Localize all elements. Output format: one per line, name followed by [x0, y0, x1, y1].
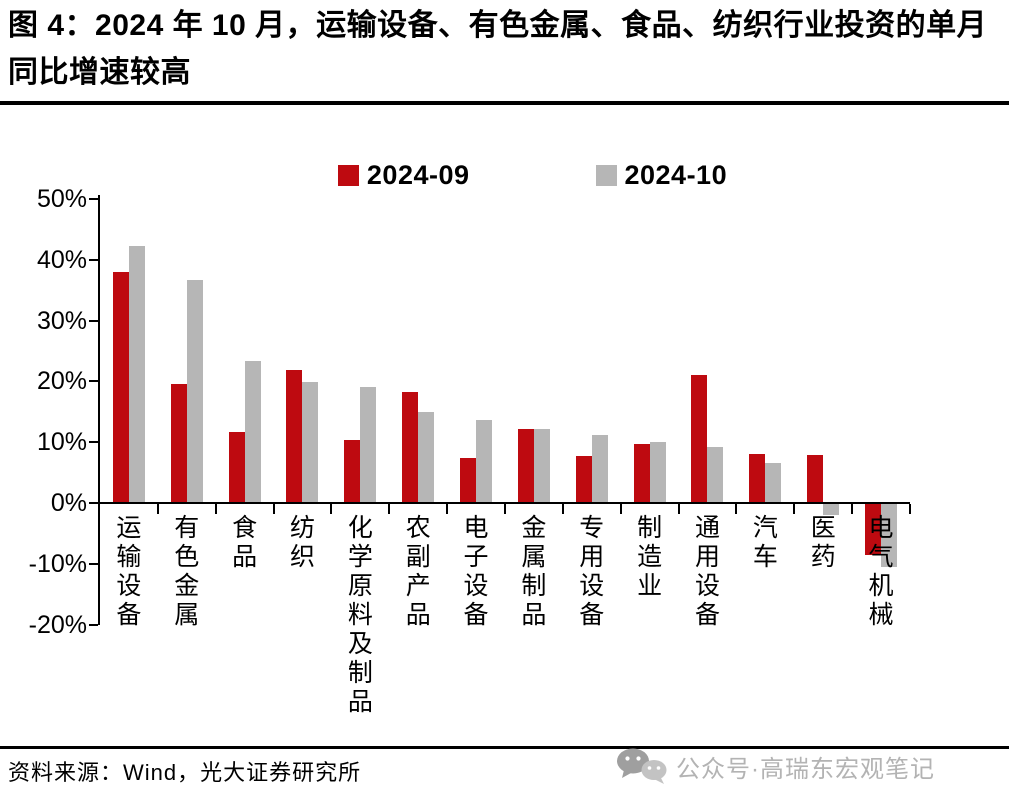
title-divider — [0, 101, 1009, 105]
y-axis-tick — [89, 319, 98, 322]
bar-2024-09-金属制品 — [517, 429, 534, 503]
x-axis-tick — [272, 504, 275, 514]
footer-divider — [0, 746, 1009, 749]
y-axis-tick-label: 40% — [36, 245, 87, 274]
x-axis-tick — [793, 504, 796, 514]
bar-2024-10-汽车 — [765, 463, 782, 503]
bar-2024-09-电气机械 — [865, 504, 882, 555]
y-axis-tick-label: -10% — [28, 549, 87, 578]
bar-2024-09-通用设备 — [691, 375, 708, 503]
y-axis-tick-label: 20% — [36, 367, 87, 396]
bar-2024-10-制造业 — [649, 442, 666, 503]
x-axis-category-label: 汽 车 — [752, 514, 778, 571]
legend-label-2024-10: 2024-10 — [624, 160, 728, 190]
bar-2024-09-制造业 — [633, 444, 650, 503]
bar-2024-09-农副产品 — [402, 392, 419, 503]
x-axis-tick — [677, 504, 680, 514]
x-axis-category-label: 化 学 原 料 及 制 品 — [347, 514, 373, 716]
x-axis-tick — [619, 504, 622, 514]
bar-2024-10-电子设备 — [476, 420, 493, 503]
bar-2024-09-专用设备 — [575, 456, 592, 503]
x-axis-tick — [908, 504, 911, 514]
x-axis-tick — [214, 504, 217, 514]
watermark-text: 公众号·高瑞东宏观笔记 — [676, 755, 935, 783]
y-axis-line — [98, 195, 100, 625]
x-axis-tick — [561, 504, 564, 514]
y-axis-tick — [89, 502, 98, 504]
bar-2024-10-通用设备 — [707, 447, 724, 503]
x-axis-category-label: 专 用 设 备 — [579, 514, 605, 629]
watermark: 公众号·高瑞东宏观笔记 — [616, 747, 935, 785]
bar-2024-09-纺织 — [286, 370, 303, 503]
y-axis-tick — [89, 441, 98, 444]
legend-label-2024-09: 2024-09 — [366, 160, 470, 190]
bar-2024-10-化学原料及制品 — [360, 387, 377, 503]
legend-item-2024-10: 2024-10 — [595, 160, 728, 191]
y-axis-tick — [89, 562, 98, 565]
chart-legend: 2024-09 2024-10 — [28, 160, 1009, 191]
x-axis-category-label: 食 品 — [232, 514, 258, 571]
bar-2024-09-医药 — [807, 455, 824, 503]
y-axis-tick-label: 50% — [36, 184, 87, 213]
x-axis-tick — [388, 504, 391, 514]
x-axis-tick — [503, 504, 506, 514]
y-axis-tick-label: 30% — [36, 306, 87, 335]
x-axis-category-label: 通 用 设 备 — [694, 514, 720, 629]
y-axis-tick — [89, 623, 98, 626]
bar-2024-10-农副产品 — [418, 412, 435, 503]
y-axis-tick — [89, 380, 98, 383]
x-axis-category-label: 电 子 设 备 — [463, 514, 489, 629]
x-axis-category-label: 制 造 业 — [637, 514, 663, 600]
bar-2024-10-金属制品 — [533, 429, 550, 503]
bar-2024-09-化学原料及制品 — [344, 440, 361, 503]
x-axis-tick — [851, 504, 854, 514]
y-axis-tick-label: 10% — [36, 428, 87, 457]
y-axis-tick-label: -20% — [28, 610, 87, 639]
bar-2024-10-纺织 — [302, 382, 319, 503]
bar-2024-10-专用设备 — [591, 435, 608, 503]
x-axis-category-label: 运 输 设 备 — [116, 514, 142, 629]
legend-item-2024-09: 2024-09 — [337, 160, 470, 191]
x-axis-category-label: 电 气 机 械 — [868, 514, 894, 629]
bar-2024-09-运输设备 — [112, 272, 129, 503]
bar-2024-10-医药 — [823, 504, 840, 515]
y-axis-tick — [89, 258, 98, 261]
bar-2024-09-有色金属 — [170, 384, 187, 503]
data-source-note: 资料来源：Wind，光大证券研究所 — [8, 760, 362, 785]
x-axis-category-label: 有 色 金 属 — [174, 514, 200, 629]
bar-2024-09-电子设备 — [460, 458, 477, 503]
x-axis-category-label: 纺 织 — [289, 514, 315, 571]
x-axis-tick — [156, 504, 159, 514]
legend-swatch-red — [337, 165, 359, 186]
figure-title: 图 4：2024 年 10 月，运输设备、有色金属、食品、纺织行业投资的单月同比… — [8, 9, 988, 89]
x-axis-category-label: 金 属 制 品 — [521, 514, 547, 629]
x-axis-tick — [446, 504, 449, 514]
bar-2024-09-食品 — [228, 432, 245, 503]
x-axis-tick — [735, 504, 738, 514]
wechat-icon — [617, 748, 667, 784]
y-axis-tick — [89, 197, 98, 200]
bar-2024-09-汽车 — [749, 454, 766, 503]
x-axis-tick — [330, 504, 333, 514]
x-axis-category-label: 医 药 — [810, 514, 836, 571]
bar-2024-10-电气机械 — [881, 504, 898, 567]
bar-2024-10-有色金属 — [186, 280, 203, 503]
y-axis-tick-label: 0% — [50, 489, 87, 517]
x-axis-category-label: 农 副 产 品 — [405, 514, 431, 629]
legend-swatch-gray — [595, 165, 617, 186]
bar-2024-10-运输设备 — [128, 246, 145, 503]
bar-2024-10-食品 — [244, 361, 261, 503]
x-axis-line — [100, 502, 910, 504]
